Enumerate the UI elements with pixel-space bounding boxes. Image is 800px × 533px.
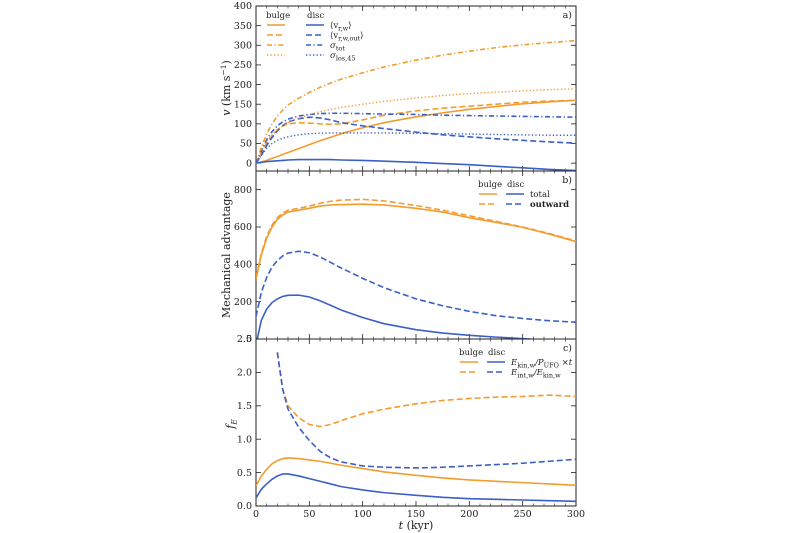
x-axis-label: t (kyr)	[399, 519, 434, 532]
y-tick-label: 250	[234, 60, 252, 71]
series-bulge-solid	[256, 457, 576, 487]
y-tick-label: 0.0	[237, 501, 252, 512]
y-axis-label-a: v (km s−1)	[219, 60, 233, 116]
panel-label: b)	[562, 175, 572, 186]
series-disc-dotted	[256, 132, 576, 164]
y-tick-label: 300	[234, 40, 252, 51]
y-axis-label-c: fE	[224, 419, 239, 430]
panel-label: c)	[563, 343, 572, 354]
legend-label-dashed: outward	[530, 200, 569, 210]
y-tick-label: 350	[234, 21, 252, 32]
legend-header-disc: disc	[307, 11, 325, 21]
x-tick-label: 50	[303, 509, 315, 520]
series-disc-dashdot	[256, 112, 576, 164]
series-bulge-dotted	[256, 88, 576, 164]
y-tick-label: 150	[234, 99, 252, 110]
series-bulge-solid	[256, 203, 576, 280]
x-tick-label: 300	[567, 509, 585, 520]
y-axis-label-b: Mechanical advantage	[220, 192, 233, 318]
legend-header-bulge: bulge	[478, 180, 502, 190]
y-tick-label: 0.5	[237, 468, 252, 479]
y-tick-label: 1.0	[237, 434, 252, 445]
legend-header-bulge: bulge	[459, 348, 483, 358]
series-bulge-dashdot	[256, 39, 576, 164]
panel-label: a)	[563, 10, 572, 21]
y-tick-label: 0	[246, 158, 252, 169]
y-tick-label: 2.5	[237, 334, 252, 345]
y-tick-label: 200	[234, 80, 252, 91]
series-disc-dashed	[256, 250, 576, 323]
y-tick-label: 100	[234, 119, 252, 130]
legend-label-solid: total	[530, 190, 550, 200]
y-tick-label: 600	[234, 222, 252, 233]
x-tick-label: 100	[354, 509, 372, 520]
series-disc-solid	[256, 294, 542, 339]
panel-frame	[255, 170, 577, 340]
panel-c: 0.0 0.5 1.0 1.5 2.0 2.5 c) bulge disc Ekin,w/PUFO…	[237, 334, 577, 512]
series-bulge-dashed	[256, 99, 576, 164]
legend-label-dashdot: σtot	[330, 41, 345, 53]
x-tick-label: 250	[514, 509, 532, 520]
y-tick-label: 200	[234, 297, 252, 308]
y-tick-label: 2.0	[237, 368, 252, 379]
legend-header-bulge: bulge	[266, 11, 290, 21]
series-disc-dashed	[256, 116, 576, 164]
panel-a: 0 50 100 150 200 250 300 350 400 a) bulge disc ⟨vr,w…	[234, 1, 577, 172]
series-bulge-dashed	[256, 198, 576, 278]
series-disc-solid	[256, 158, 576, 171]
y-tick-label: 400	[234, 1, 252, 12]
legend-label-dashed: ⟨vr,w,out⟩	[330, 31, 363, 43]
x-tick-label: 150	[407, 509, 425, 520]
x-tick-label: 200	[460, 509, 478, 520]
y-tick-label: 0	[246, 334, 252, 345]
y-tick-label: 1.5	[237, 401, 252, 412]
y-tick-label: 50	[240, 139, 252, 150]
legend-label-solid: ⟨vr,w⟩	[330, 21, 351, 33]
series-disc-solid	[256, 473, 576, 503]
legend-label-dashed: Eint,w/Ekin,w	[510, 368, 561, 380]
y-tick-label: 400	[234, 260, 252, 271]
y-tick-label: 800	[234, 185, 252, 196]
x-tick-label: 0	[253, 509, 259, 520]
legend-header-disc: disc	[488, 348, 506, 358]
series-bulge-solid	[256, 99, 576, 164]
legend-header-disc: disc	[507, 180, 525, 190]
series-disc-dashed	[276, 352, 576, 469]
axis-labels: v (km s−1) Mechanical advantage fE 0 50 100 15…	[219, 60, 585, 532]
legend-label-dotted: σlos,45	[330, 51, 355, 63]
series-bulge-dashed	[276, 352, 576, 428]
legend-label-solid: Ekin,w/PUFO ×t	[510, 358, 573, 370]
